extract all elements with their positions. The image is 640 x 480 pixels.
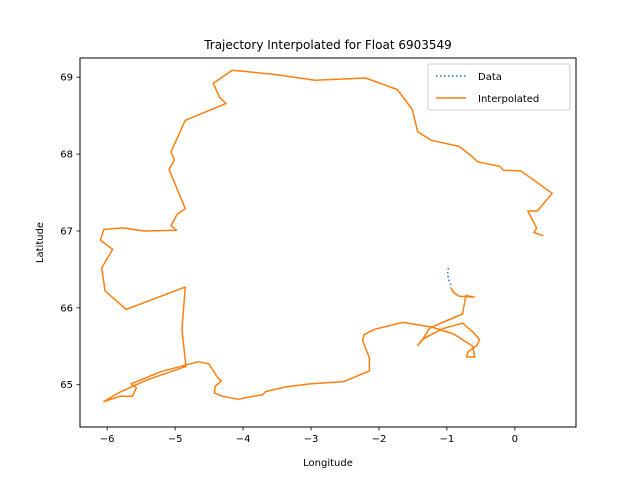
plot-frame (79, 57, 577, 428)
x-tick-label: −2 (372, 434, 387, 445)
series-line-data (446, 267, 452, 286)
y-tick-label: 67 (60, 226, 73, 237)
chart-title: Trajectory Interpolated for Float 690354… (203, 38, 452, 52)
legend-label-interpolated: Interpolated (478, 94, 539, 105)
y-tick-label: 66 (60, 303, 73, 314)
tick-layer: −6 −5 −4 −3 −2 −1 0 65 66 67 68 69 (60, 73, 518, 445)
x-tick-label: −6 (100, 434, 115, 445)
y-tick-label: 68 (60, 150, 73, 161)
x-tick-label: 0 (512, 434, 518, 445)
plot-area (80, 58, 576, 427)
y-tick-label: 65 (60, 380, 73, 391)
x-tick-label: −4 (236, 434, 251, 445)
x-tick-label: −5 (168, 434, 183, 445)
legend: Data Interpolated (427, 63, 571, 111)
legend-label-data: Data (478, 72, 502, 83)
y-tick-label: 69 (60, 73, 73, 84)
x-axis-label: Longitude (303, 458, 353, 469)
y-axis-label: Latitude (35, 222, 46, 263)
x-tick-label: −1 (440, 434, 455, 445)
series-layer (99, 69, 553, 403)
series-line-interpolated (99, 69, 553, 403)
x-tick-label: −3 (304, 434, 319, 445)
